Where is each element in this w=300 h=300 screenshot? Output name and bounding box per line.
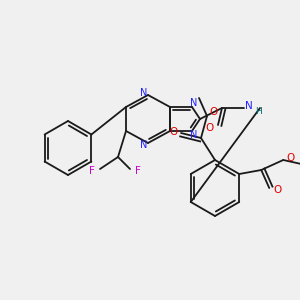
Text: O: O [273,185,281,195]
Text: F: F [135,166,141,176]
Text: H: H [255,106,261,116]
Text: O: O [210,107,218,117]
Text: N: N [140,88,148,98]
Text: O: O [286,153,294,163]
Text: F: F [89,166,95,176]
Text: N: N [245,101,253,111]
Text: N: N [140,140,148,150]
Text: O: O [206,123,214,133]
Text: N: N [190,130,198,140]
Text: N: N [190,98,198,108]
Text: O: O [170,127,178,137]
